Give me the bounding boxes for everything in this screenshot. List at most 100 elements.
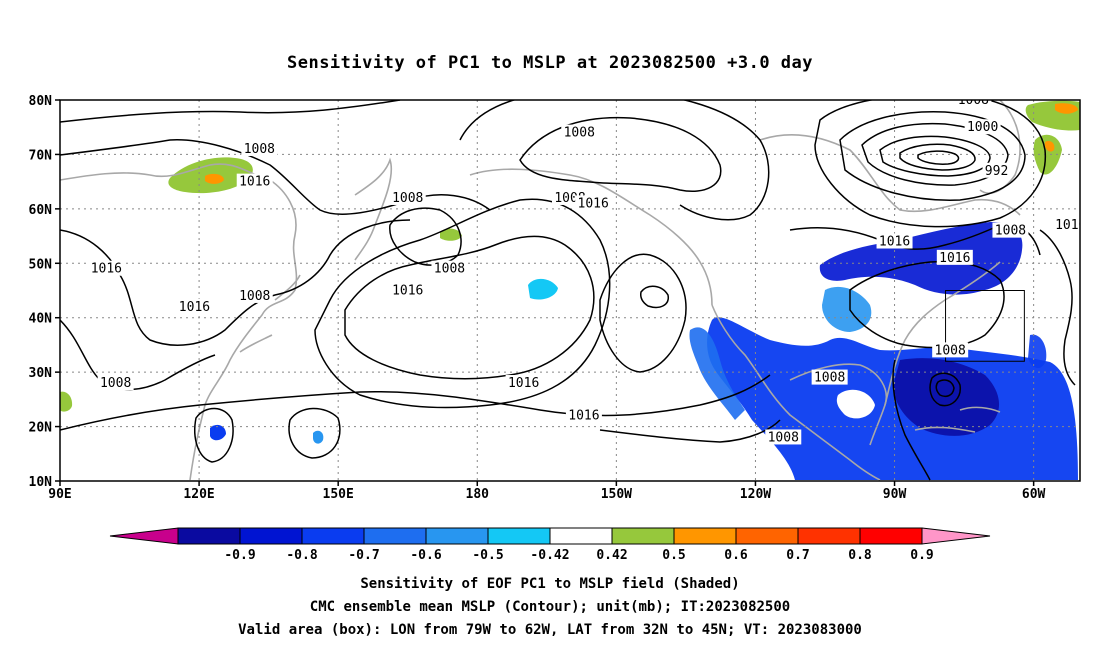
contour-label: 1016 <box>568 409 599 424</box>
colorbar: -0.9 -0.8 -0.7 -0.6 -0.5 -0.42 0.42 0.5 0.6 0.7 0.… <box>109 527 991 563</box>
lat-tick-label: 80N <box>29 94 53 109</box>
contour-label-bg <box>389 282 426 298</box>
contour-label: 1016 <box>578 196 609 211</box>
colorbar-box <box>611 527 675 545</box>
mslp-contour <box>519 116 722 192</box>
colorbar-box <box>425 527 489 545</box>
mslp-contour <box>929 372 961 407</box>
colorbar-label: 0.6 <box>724 548 748 563</box>
lat-tick-label: 60N <box>29 203 53 218</box>
colorbar-label: 0.8 <box>848 548 872 563</box>
colorbar-box <box>363 527 427 545</box>
colorbar-box <box>735 527 799 545</box>
map-panel: 1008 1016 1008 1008 1008 1008 1016 1016 1016 1008… <box>29 93 1086 502</box>
colorbar-label: 0.5 <box>662 548 685 563</box>
coastline-caribbean <box>914 406 1001 433</box>
contour-label: 1008 <box>392 191 423 206</box>
contour-label: 1008 <box>244 142 275 157</box>
contour-label: 1000 <box>967 120 998 135</box>
mslp-contour <box>935 379 955 398</box>
lon-tick-label: 180 <box>466 487 490 502</box>
contour-label-bg <box>936 249 973 265</box>
caption-line-3: Valid area (box): LON from 79W to 62W, L… <box>238 622 862 638</box>
contour-label: 1016 <box>91 262 122 277</box>
negative-sensitivity-region <box>528 278 558 300</box>
lon-tick-label: 150E <box>323 487 354 502</box>
colorbar-under-triangle <box>109 527 179 545</box>
lat-tick-label: 70N <box>29 148 53 163</box>
positive-sensitivity-region <box>60 391 73 412</box>
valid-area-box <box>945 290 1025 362</box>
colorbar-over-triangle <box>921 527 991 545</box>
colorbar-box <box>487 527 551 545</box>
mslp-contour <box>839 111 1026 201</box>
negative-sensitivity-region <box>819 222 1023 295</box>
mslp-contour <box>314 198 611 409</box>
contour-label: 1008 <box>768 430 799 445</box>
contour-label: 1008 <box>814 371 845 386</box>
lat-tick-label: 30N <box>29 366 53 381</box>
lat-tick-label: 10N <box>29 475 53 490</box>
colorbar-box <box>177 527 241 545</box>
mslp-contour <box>814 100 1047 228</box>
negative-sensitivity-region <box>836 389 875 419</box>
coastline-japan <box>239 274 301 353</box>
contour-label: 1008 <box>100 376 131 391</box>
contour-label-bg <box>932 342 969 358</box>
caption-line-1: Sensitivity of EOF PC1 to MSLP field (Sh… <box>360 576 739 592</box>
contour-label-bg <box>176 298 213 314</box>
colorbar-box <box>859 527 923 545</box>
contour-label-bg <box>561 124 598 140</box>
contour-label-bg <box>505 375 542 391</box>
contour-label-bg <box>97 375 134 391</box>
mslp-contour <box>861 122 1009 186</box>
lon-tick-label: 90E <box>48 487 71 502</box>
contour-label: 1016 <box>239 175 270 190</box>
colorbar-box <box>239 527 303 545</box>
contour-label: 1016 <box>179 300 210 315</box>
contour-label: 1008 <box>564 126 595 141</box>
colorbar-box <box>301 527 365 545</box>
coastline-north-america-west <box>711 304 881 481</box>
contour-label-bg <box>565 407 602 423</box>
colorbar-box <box>797 527 861 545</box>
colorbar-label: 0.9 <box>910 548 933 563</box>
lat-tick-label: 50N <box>29 257 53 272</box>
lon-tick-label: 150W <box>601 487 632 502</box>
colorbar-label: 0.42 <box>596 548 627 563</box>
colorbar-box <box>549 527 613 545</box>
map-title: Sensitivity of PC1 to MSLP at 2023082500… <box>287 53 813 73</box>
colorbar-box <box>673 527 737 545</box>
mslp-contour <box>640 285 669 309</box>
colorbar-label: -0.7 <box>348 548 379 563</box>
contour-label-bg <box>389 189 426 205</box>
mslp-contour <box>849 260 1005 349</box>
contour-label: 992 <box>985 164 1008 179</box>
coastline-asia <box>60 163 298 481</box>
contour-label: 1016 <box>1055 218 1086 233</box>
coastline-gulf <box>789 363 887 446</box>
contour-label-bg <box>575 195 612 211</box>
contour-label: 1008 <box>239 289 270 304</box>
lon-tick-label: 60W <box>1022 487 1046 502</box>
positive-sensitivity-region <box>440 228 462 241</box>
mslp-contour <box>879 135 991 177</box>
positive-sensitivity-region <box>205 173 224 184</box>
contour-label: 1008 <box>958 93 989 108</box>
negative-sensitivity-region <box>210 424 226 441</box>
mslp-contour <box>899 143 976 171</box>
negative-sensitivity-region <box>689 327 745 420</box>
contour-label-bg <box>236 173 273 189</box>
mslp-contour <box>459 100 770 221</box>
lat-tick-label: 20N <box>29 421 53 436</box>
contour-label: 1016 <box>392 284 423 299</box>
contour-label-bg <box>955 100 992 107</box>
colorbar-label: -0.6 <box>410 548 441 563</box>
contour-label-bg <box>811 369 848 385</box>
mslp-contours <box>60 100 1076 481</box>
contour-label: 1008 <box>935 343 966 358</box>
contour-labels: 1008 1016 1008 1008 1008 1008 1016 1016 1016 1008… <box>88 93 1086 445</box>
mslp-contour <box>288 407 341 459</box>
